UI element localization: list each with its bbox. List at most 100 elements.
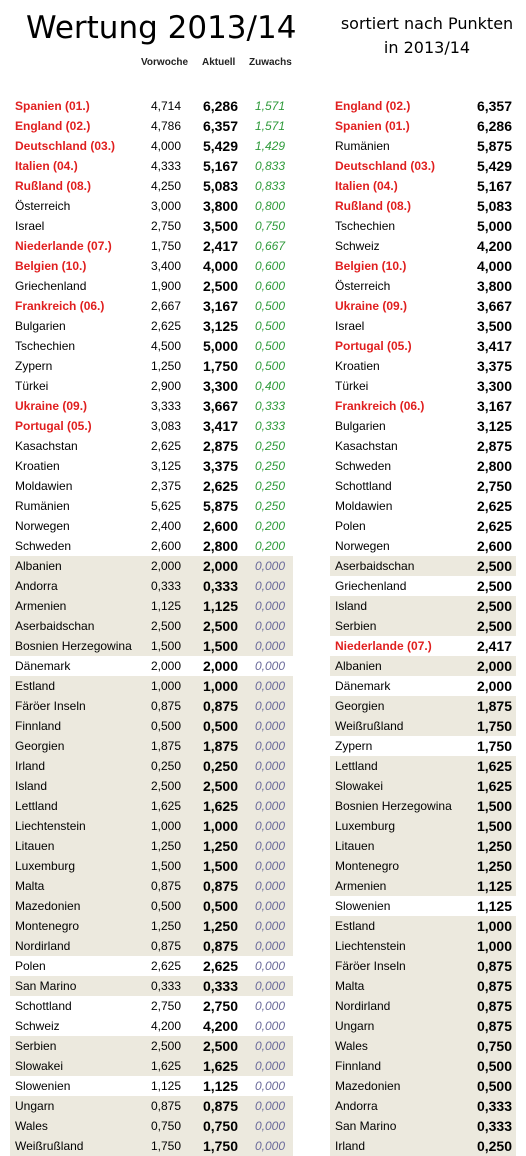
- country-name: Färöer Inseln: [15, 699, 86, 713]
- growth-value: 0,000: [254, 639, 285, 653]
- growth-value: 0,000: [254, 839, 285, 853]
- country-name: Bulgarien: [335, 419, 386, 433]
- table-row: Bulgarien 3,125: [330, 416, 516, 436]
- current-value: 0,750: [202, 1118, 238, 1134]
- current-value: 5,429: [202, 138, 238, 154]
- table-row: Estland 1,000 1,000 0,000: [10, 676, 293, 696]
- previous-value: 2,500: [150, 619, 181, 633]
- country-name: Israel: [15, 219, 45, 233]
- previous-value: 0,500: [150, 719, 181, 733]
- table-row: Island 2,500 2,500 0,000: [10, 776, 293, 796]
- current-value: 6,357: [202, 118, 238, 134]
- table-row: Nordirland 0,875 0,875 0,000: [10, 936, 293, 956]
- current-value: 3,125: [476, 418, 512, 434]
- table-row: Armenien 1,125: [330, 876, 516, 896]
- growth-value: 0,400: [254, 379, 285, 393]
- previous-value: 4,200: [150, 1019, 181, 1033]
- current-value: 2,000: [202, 558, 238, 574]
- current-value: 1,750: [202, 1138, 238, 1154]
- current-value: 0,250: [476, 1138, 512, 1154]
- table-row: Kroatien 3,125 3,375 0,250: [10, 456, 293, 476]
- country-name: Ukraine (09.): [335, 299, 408, 313]
- table-row: Ungarn 0,875 0,875 0,000: [10, 1096, 293, 1116]
- growth-value: 0,000: [254, 599, 285, 613]
- country-name: Portugal (05.): [15, 419, 92, 433]
- growth-value: 0,000: [254, 939, 285, 953]
- country-name: Liechtenstein: [335, 939, 406, 953]
- country-name: Mazedonien: [15, 899, 81, 913]
- table-row: Litauen 1,250: [330, 836, 516, 856]
- previous-value: 2,000: [150, 559, 181, 573]
- table-row: Irland 0,250: [330, 1136, 516, 1156]
- current-value: 2,750: [202, 998, 238, 1014]
- current-value: 0,500: [476, 1078, 512, 1094]
- previous-value: 1,900: [150, 279, 181, 293]
- country-name: Frankreich (06.): [335, 399, 425, 413]
- country-name: Kasachstan: [335, 439, 398, 453]
- current-value: 1,250: [202, 838, 238, 854]
- current-value: 2,500: [202, 778, 238, 794]
- country-name: Finnland: [335, 1059, 382, 1073]
- table-row: Liechtenstein 1,000: [330, 936, 516, 956]
- current-value: 2,500: [202, 278, 238, 294]
- current-value: 3,375: [476, 358, 512, 374]
- country-name: Weißrußland: [335, 719, 404, 733]
- table-row: San Marino 0,333 0,333 0,000: [10, 976, 293, 996]
- growth-value: 1,571: [254, 99, 285, 113]
- previous-value: 0,333: [150, 979, 181, 993]
- table-row: Island 2,500: [330, 596, 516, 616]
- table-row: Bosnien Herzegowina 1,500 1,500 0,000: [10, 636, 293, 656]
- previous-value: 2,750: [150, 999, 181, 1013]
- country-name: San Marino: [15, 979, 77, 993]
- current-value: 2,625: [202, 478, 238, 494]
- current-value: 2,500: [476, 558, 512, 574]
- current-value: 5,083: [202, 178, 238, 194]
- previous-value: 1,500: [150, 859, 181, 873]
- current-value: 1,000: [202, 678, 238, 694]
- growth-value: 0,667: [254, 239, 285, 253]
- country-name: Italien (04.): [335, 179, 398, 193]
- country-name: Deutschland (03.): [15, 139, 116, 153]
- table-row: Rumänien 5,625 5,875 0,250: [10, 496, 293, 516]
- country-name: Albanien: [335, 659, 382, 673]
- growth-value: 0,000: [254, 619, 285, 633]
- page-title: Wertung 2013/14: [26, 10, 297, 46]
- table-row: Griechenland 1,900 2,500 0,600: [10, 276, 293, 296]
- country-name: Slowenien: [335, 899, 391, 913]
- growth-value: 0,500: [254, 319, 285, 333]
- table-row: Slowenien 1,125 1,125 0,000: [10, 1076, 293, 1096]
- country-name: Schweden: [15, 539, 72, 553]
- current-value: 1,250: [476, 838, 512, 854]
- current-value: 1,500: [202, 638, 238, 654]
- previous-value: 0,500: [150, 899, 181, 913]
- table-row: Polen 2,625: [330, 516, 516, 536]
- table-row: Montenegro 1,250 1,250 0,000: [10, 916, 293, 936]
- current-value: 2,625: [202, 958, 238, 974]
- country-name: Luxemburg: [15, 859, 76, 873]
- country-name: Moldawien: [15, 479, 73, 493]
- current-value: 3,500: [202, 218, 238, 234]
- country-name: Bosnien Herzegowina: [335, 799, 452, 813]
- table-row: Kasachstan 2,625 2,875 0,250: [10, 436, 293, 456]
- current-value: 2,500: [202, 1038, 238, 1054]
- current-value: 2,750: [476, 478, 512, 494]
- country-name: Norwegen: [335, 539, 390, 553]
- previous-value: 4,714: [150, 99, 181, 113]
- country-name: Polen: [15, 959, 46, 973]
- table-row: Slowakei 1,625: [330, 776, 516, 796]
- country-name: Schweiz: [15, 1019, 60, 1033]
- country-name: Weißrußland: [15, 1139, 84, 1153]
- table-row: Schweiz 4,200: [330, 236, 516, 256]
- country-name: Ungarn: [335, 1019, 375, 1033]
- current-value: 5,000: [476, 218, 512, 234]
- previous-value: 4,500: [150, 339, 181, 353]
- country-name: Schweiz: [335, 239, 380, 253]
- current-value: 1,500: [476, 818, 512, 834]
- table-row: Moldawien 2,625: [330, 496, 516, 516]
- country-name: Island: [15, 779, 48, 793]
- country-name: Belgien (10.): [335, 259, 407, 273]
- current-value: 5,429: [476, 158, 512, 174]
- sort-note: sortiert nach Punkten in 2013/14: [340, 14, 514, 57]
- country-name: Slowakei: [335, 779, 384, 793]
- current-value: 0,333: [202, 978, 238, 994]
